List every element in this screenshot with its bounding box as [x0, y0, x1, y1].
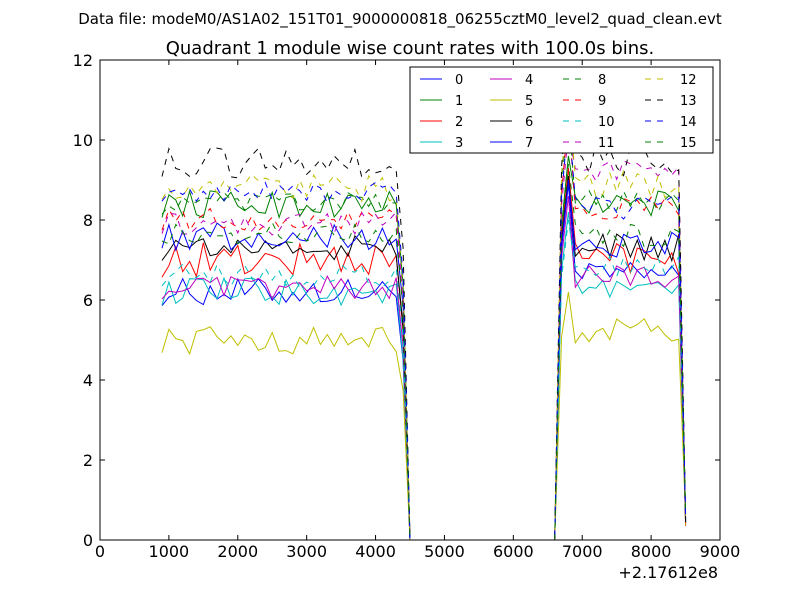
series-line-2 — [161, 167, 687, 541]
legend-label-12: 12 — [680, 73, 697, 88]
x-tick-label-4000: 4000 — [355, 542, 396, 561]
x-tick-label-2000: 2000 — [217, 542, 258, 561]
series-line-13 — [161, 83, 687, 541]
plot-frame — [99, 59, 721, 541]
legend-frame — [409, 66, 714, 154]
x-tick-label-9000: 9000 — [700, 542, 741, 561]
x-tick-label-3000: 3000 — [286, 542, 327, 561]
legend-label-9: 9 — [598, 94, 606, 109]
legend-label-7: 7 — [525, 136, 533, 151]
series-line-0 — [161, 183, 687, 541]
legend-label-1: 1 — [455, 94, 463, 109]
y-tick-label-4: 4 — [83, 371, 93, 390]
x-tick-label-5000: 5000 — [424, 542, 465, 561]
series-line-11 — [161, 131, 687, 541]
y-tick-label-0: 0 — [83, 531, 93, 550]
series-line-6 — [161, 175, 687, 541]
x-offset-label: +2.17612e8 — [618, 563, 718, 582]
legend-label-14: 14 — [680, 115, 697, 130]
series-layer — [161, 83, 687, 541]
y-tick-label-2: 2 — [83, 451, 93, 470]
series-line-4 — [161, 195, 687, 541]
legend-label-5: 5 — [525, 94, 533, 109]
series-line-7 — [161, 179, 687, 541]
x-tick-label-8000: 8000 — [631, 542, 672, 561]
y-tick-label-12: 12 — [73, 51, 93, 70]
legend-label-6: 6 — [525, 115, 533, 130]
legend-label-4: 4 — [525, 73, 533, 88]
series-line-8 — [161, 107, 687, 541]
legend-label-2: 2 — [455, 115, 463, 130]
legend-label-13: 13 — [680, 94, 697, 109]
y-tick-label-6: 6 — [83, 291, 93, 310]
x-tick-label-6000: 6000 — [493, 542, 534, 561]
y-tick-label-10: 10 — [73, 131, 93, 150]
series-line-15 — [161, 163, 687, 541]
x-tick-label-1000: 1000 — [149, 542, 190, 561]
legend-label-8: 8 — [598, 73, 606, 88]
legend-label-11: 11 — [598, 136, 615, 151]
legend-label-15: 15 — [680, 136, 697, 151]
series-line-10 — [161, 219, 687, 541]
legend-label-3: 3 — [455, 136, 463, 151]
legend-label-10: 10 — [598, 115, 615, 130]
y-tick-label-8: 8 — [83, 211, 93, 230]
tick-layer: 0 1000 2000 3000 4000 5000 6000 7000 8000 9000 0 2 4… — [73, 51, 741, 561]
chart-suptitle: Data file: modeM0/AS1A02_151T01_90000008… — [78, 10, 722, 29]
legend-label-0: 0 — [455, 73, 463, 88]
x-tick-label-7000: 7000 — [562, 542, 603, 561]
x-tick-label-0: 0 — [95, 542, 105, 561]
series-line-3 — [161, 211, 687, 541]
chart-title: Quadrant 1 module wise count rates with … — [166, 38, 655, 59]
series-line-5 — [161, 291, 687, 541]
series-line-9 — [161, 115, 687, 541]
